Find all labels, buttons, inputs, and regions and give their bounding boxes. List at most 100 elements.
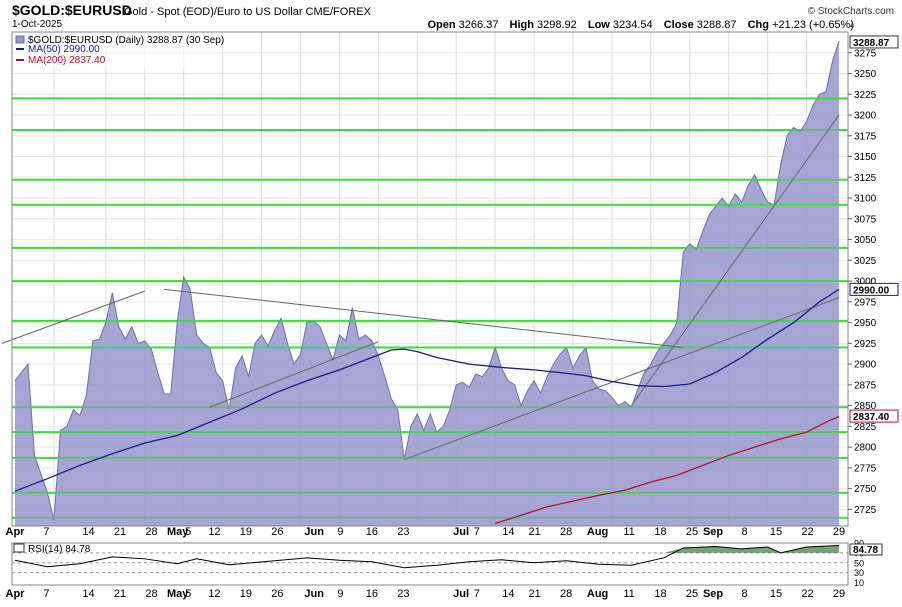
x-axis-label: Jul <box>453 526 469 538</box>
price-area <box>15 41 839 526</box>
quote-bar: Open 3266.37 High 3298.92 Low 3234.54 Cl… <box>427 19 854 31</box>
ma200-legend-label: MA(200) 2837.40 <box>28 55 106 66</box>
x-axis-label: 15 <box>770 526 782 538</box>
price-legend-label: $GOLD:$EURUSD (Daily) 3288.87 (30 Sep) <box>28 35 224 46</box>
y-tick-label: 2800 <box>854 443 877 454</box>
y-tick-label: 3000 <box>854 277 877 288</box>
ma50-value-tag: 2990.00 <box>853 285 890 296</box>
x-axis-label: 5 <box>185 526 191 538</box>
price-panel-border <box>11 31 849 527</box>
x-axis-label: 7 <box>474 526 480 538</box>
x-axis-label: 28 <box>560 526 572 538</box>
x-axis-label: 12 <box>208 526 220 538</box>
close-label: Close <box>663 19 694 31</box>
x-axis-label-bottom: 18 <box>654 588 666 600</box>
x-axis-label-bottom: 21 <box>528 588 540 600</box>
x-axis-label: 23 <box>397 526 409 538</box>
x-axis-label: 9 <box>337 526 343 538</box>
y-tick-label: 2925 <box>854 339 877 350</box>
trendline <box>1 290 145 344</box>
y-tick-label: 3175 <box>854 131 877 142</box>
ma200-line <box>494 415 840 525</box>
x-axis-label: Aug <box>587 526 608 538</box>
x-axis-label-bottom: 21 <box>114 588 126 600</box>
x-axis-label: 8 <box>741 526 747 538</box>
x-axis-label-bottom: 14 <box>82 588 94 600</box>
collapse-arrow-icon[interactable]: ▲ <box>848 20 856 29</box>
y-tick-label: 2825 <box>854 422 877 433</box>
x-axis-label-bottom: Apr <box>6 588 26 600</box>
y-tick-label: 3200 <box>854 111 877 122</box>
ma50-value-tag-box <box>849 282 899 296</box>
x-axis-label-bottom: 28 <box>145 588 157 600</box>
x-axis-label-bottom: May <box>167 588 189 600</box>
x-axis-label: 19 <box>240 526 252 538</box>
y-tick-label: 3025 <box>854 256 877 267</box>
x-axis-label: 14 <box>502 526 514 538</box>
open-label: Open <box>427 19 456 31</box>
x-axis-label-bottom: 5 <box>185 588 191 600</box>
last-price-tag-box <box>849 35 899 49</box>
chg-value: +21.23 (+0.65%) <box>772 19 854 31</box>
x-axis-label: 21 <box>114 526 126 538</box>
y-tick-label: 3075 <box>854 214 877 225</box>
x-axis-label: 16 <box>366 526 378 538</box>
rsi-tick-label: 50 <box>854 558 864 568</box>
y-tick-label: 2900 <box>854 360 877 371</box>
x-axis-label-bottom: 26 <box>271 588 283 600</box>
x-axis-label-bottom: 7 <box>43 588 49 600</box>
y-tick-label: 3050 <box>854 235 877 246</box>
high-label: High <box>509 19 534 31</box>
trendline <box>209 341 379 408</box>
y-tick-label: 3250 <box>854 69 877 80</box>
high-value: 3298.92 <box>537 19 577 31</box>
x-axis-label: Sep <box>703 526 723 538</box>
x-axis-label: 7 <box>43 526 49 538</box>
ma50-line <box>14 288 840 492</box>
chart-date: 1-Oct-2025 <box>12 19 63 30</box>
chg-label: Chg <box>747 19 769 31</box>
ma200-value-tag-box <box>849 409 899 423</box>
open-value: 3266.37 <box>458 19 499 31</box>
chart-description: Gold - Spot (EOD)/Euro to US Dollar CME/… <box>124 6 371 18</box>
last-price-tag: 3288.87 <box>853 38 890 49</box>
price-line <box>14 40 840 521</box>
ma50-legend-label: MA(50) 2990.00 <box>28 44 100 55</box>
x-axis-label: 21 <box>528 526 540 538</box>
rsi-legend-swatch <box>13 543 25 553</box>
x-axis-label-bottom: Jun <box>304 588 324 600</box>
y-tick-label: 2750 <box>854 484 877 495</box>
x-axis-label: May <box>167 526 189 538</box>
y-tick-label: 2775 <box>854 463 877 474</box>
x-axis-label-bottom: 7 <box>474 588 480 600</box>
x-axis-label: 28 <box>145 526 157 538</box>
rsi-tick-label: 30 <box>854 568 864 578</box>
x-axis-label: Apr <box>6 526 26 538</box>
y-tick-label: 2725 <box>854 505 877 516</box>
y-tick-label: 3100 <box>854 194 877 205</box>
x-axis-label-bottom: 16 <box>366 588 378 600</box>
x-axis-label: 26 <box>271 526 283 538</box>
y-tick-label: 3125 <box>854 173 877 184</box>
close-value: 3288.87 <box>696 19 737 31</box>
rsi-tick-label: 10 <box>854 578 864 588</box>
y-tick-label: 3225 <box>854 90 877 101</box>
rsi-legend-label: RSI(14) 84.78 <box>28 544 91 555</box>
x-axis-label-bottom: 15 <box>770 588 782 600</box>
x-axis-label: 18 <box>654 526 666 538</box>
rsi-value-tag: 84.78 <box>853 545 878 556</box>
x-axis-label-bottom: 9 <box>337 588 343 600</box>
x-axis-label: 25 <box>686 526 698 538</box>
x-axis-label-bottom: 11 <box>623 588 634 600</box>
x-axis-label-bottom: Jul <box>453 588 469 600</box>
trendline <box>404 297 840 461</box>
y-tick-label: 2950 <box>854 318 877 329</box>
trendline <box>630 114 840 406</box>
y-tick-label: 3275 <box>854 48 877 59</box>
x-axis-label: 11 <box>623 526 634 538</box>
y-tick-label: 3150 <box>854 152 877 163</box>
stockcharts-credit[interactable]: © StockCharts.com <box>807 6 894 17</box>
low-value: 3234.54 <box>612 19 653 31</box>
y-tick-label: 2875 <box>854 380 877 391</box>
